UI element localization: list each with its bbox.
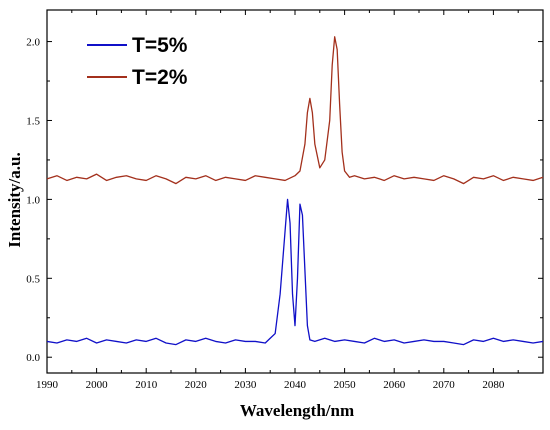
x-tick-label: 2080 (482, 379, 505, 391)
legend-label-1: T=5% (132, 34, 188, 57)
y-axis-label: Intensity/a.u. (5, 152, 24, 247)
series-layer (46, 36, 544, 346)
series-line-1 (46, 198, 544, 346)
series-line-2 (46, 36, 544, 185)
y-tick-label: 1.0 (26, 194, 40, 206)
x-tick-label: 1990 (36, 379, 59, 391)
x-tick-label: 2010 (135, 379, 158, 391)
x-tick-label: 2000 (86, 379, 109, 391)
y-tick-label: 1.5 (26, 115, 40, 127)
x-tick-label: 2060 (383, 379, 406, 391)
y-tick-label: 2.0 (26, 37, 40, 49)
legend-label-2: T=2% (132, 66, 188, 89)
x-tick-label: 2040 (284, 379, 307, 391)
y-tick-label: 0.0 (26, 352, 40, 364)
y-tick-label: 0.5 (26, 273, 40, 285)
x-tick-label: 2070 (433, 379, 456, 391)
legend: T=5% T=2% (87, 34, 188, 89)
x-tick-label: 2030 (234, 379, 257, 391)
x-tick-label: 2020 (185, 379, 208, 391)
x-axis-label: Wavelength/nm (240, 401, 354, 420)
x-tick-label: 2050 (334, 379, 357, 391)
axes-layer: 1990 2000 2010 2020 2030 2040 2050 2060 2070 2080… (26, 9, 544, 391)
